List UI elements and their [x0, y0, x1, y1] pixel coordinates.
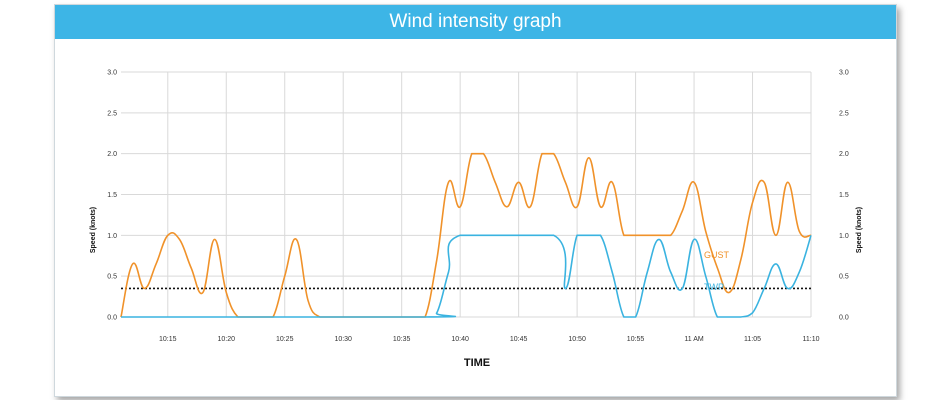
x-tick-label: 10:45 — [510, 336, 528, 343]
y-tick-label-right: 0.0 — [839, 315, 849, 322]
x-tick-label: 11:10 — [803, 336, 820, 343]
x-tick-label: 10:30 — [334, 336, 352, 343]
x-axis: 10:15 10:20 10:25 10:30 10:35 10:40 10:45 10:50… — [159, 336, 820, 343]
x-tick-label: 10:50 — [568, 336, 586, 343]
x-tick-label: 11 AM — [684, 336, 703, 343]
y-tick-label-left: 2.0 — [107, 151, 117, 158]
y-tick-label-right: 3.0 — [839, 70, 849, 77]
y-tick-label-left: 1.0 — [107, 233, 117, 240]
x-tick-label: 11:05 — [744, 336, 761, 343]
y-axis-right: 0.0 0.5 1.0 1.5 2.0 2.5 3.0 — [839, 70, 849, 322]
x-tick-label: 10:40 — [451, 336, 469, 343]
y-axis-title-left: Speed (knots) — [90, 207, 97, 253]
gust-series-line — [120, 152, 812, 318]
x-tick-label: 10:15 — [159, 336, 177, 343]
y-tick-label-right: 2.5 — [839, 110, 849, 117]
y-tick-label-left: 1.5 — [107, 192, 117, 199]
y-axis-left: 0.0 0.5 1.0 1.5 2.0 2.5 3.0 — [107, 70, 117, 322]
y-tick-label-left: 3.0 — [107, 70, 117, 77]
twp-series-line — [121, 234, 812, 318]
x-axis-title: TIME — [464, 357, 490, 369]
x-tick-label: 10:25 — [276, 336, 294, 343]
y-axis-title-right: Speed (knots) — [856, 207, 863, 253]
y-tick-label-right: 1.0 — [839, 233, 849, 240]
gust-series-label: GUST — [704, 250, 730, 260]
x-tick-label: 10:35 — [393, 336, 411, 343]
twp-series-label: TWP — [704, 282, 724, 292]
y-tick-label-left: 0.0 — [107, 315, 117, 322]
x-tick-label: 10:20 — [217, 336, 235, 343]
grid — [121, 71, 812, 318]
x-tick-label: 10:55 — [627, 336, 645, 343]
y-tick-label-left: 2.5 — [107, 110, 117, 117]
chart-title: Wind intensity graph — [55, 5, 896, 39]
y-tick-label-right: 0.5 — [839, 274, 849, 281]
y-tick-label-right: 1.5 — [839, 192, 849, 199]
chart-card: Wind intensity graph — [54, 4, 897, 397]
y-tick-label-right: 2.0 — [839, 151, 849, 158]
y-tick-label-left: 0.5 — [107, 274, 117, 281]
